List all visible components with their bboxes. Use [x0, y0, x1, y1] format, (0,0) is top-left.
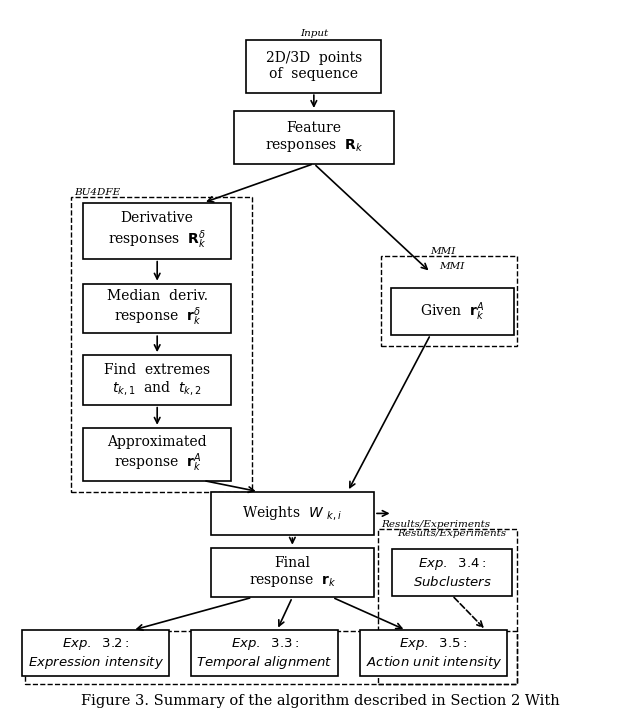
Text: Derivative
responses  $\mathbf{R}_k^\delta$: Derivative responses $\mathbf{R}_k^\delt…: [108, 211, 206, 251]
Text: $\it{Exp.}$  $\it{3.5:}$
$\it{Action\ unit\ intensity}$: $\it{Exp.}$ $\it{3.5:}$ $\it{Action\ uni…: [365, 635, 502, 671]
Bar: [392, 549, 512, 596]
Text: MMI: MMI: [440, 262, 465, 271]
Bar: [83, 283, 231, 333]
Text: Feature
responses  $\mathbf{R}_k$: Feature responses $\mathbf{R}_k$: [265, 121, 363, 154]
Bar: [191, 630, 339, 677]
Text: 2D/3D  points
of  sequence: 2D/3D points of sequence: [266, 51, 362, 81]
Bar: [25, 631, 516, 684]
Bar: [211, 491, 374, 535]
Text: Median  deriv.
response  $\mathbf{r}_k^\delta$: Median deriv. response $\mathbf{r}_k^\de…: [107, 288, 208, 328]
Bar: [71, 197, 252, 491]
Text: Given  $\mathbf{r}_k^A$: Given $\mathbf{r}_k^A$: [420, 300, 484, 323]
Bar: [22, 630, 170, 677]
Text: $\it{Exp.}$  $\it{3.2:}$
$\it{Expression\ intensity}$: $\it{Exp.}$ $\it{3.2:}$ $\it{Expression\…: [28, 635, 164, 671]
Bar: [390, 288, 513, 335]
Text: BU4DFE: BU4DFE: [74, 187, 120, 197]
Bar: [211, 547, 374, 597]
Text: Weights  $W$ $_{k,i}$: Weights $W$ $_{k,i}$: [243, 504, 342, 523]
Bar: [378, 529, 516, 684]
Text: $\it{Exp.}$  $\it{3.4:}$
$\it{Subclusters}$: $\it{Exp.}$ $\it{3.4:}$ $\it{Subclusters…: [413, 557, 492, 589]
Bar: [246, 40, 381, 92]
Text: Figure 3. Summary of the algorithm described in Section 2 With: Figure 3. Summary of the algorithm descr…: [81, 694, 559, 708]
Bar: [381, 256, 516, 346]
Bar: [360, 630, 508, 677]
Text: $\it{Exp.}$  $\it{3.3:}$
$\it{Temporal\ alignment}$: $\it{Exp.}$ $\it{3.3:}$ $\it{Temporal\ a…: [196, 635, 333, 671]
Bar: [83, 203, 231, 258]
Bar: [83, 428, 231, 481]
Text: Approximated
response  $\mathbf{r}_k^A$: Approximated response $\mathbf{r}_k^A$: [108, 435, 207, 474]
Bar: [234, 111, 394, 164]
Text: Final
response  $\mathbf{r}_k$: Final response $\mathbf{r}_k$: [249, 557, 336, 589]
Bar: [83, 355, 231, 405]
Text: Results/Experiments: Results/Experiments: [381, 520, 491, 529]
Text: Find  extremes
$t_{k,1}$  and  $t_{k,2}$: Find extremes $t_{k,1}$ and $t_{k,2}$: [104, 363, 211, 397]
Text: MMI: MMI: [431, 246, 456, 256]
Text: Results/Experiments: Results/Experiments: [397, 529, 507, 538]
Text: Input: Input: [300, 29, 328, 38]
